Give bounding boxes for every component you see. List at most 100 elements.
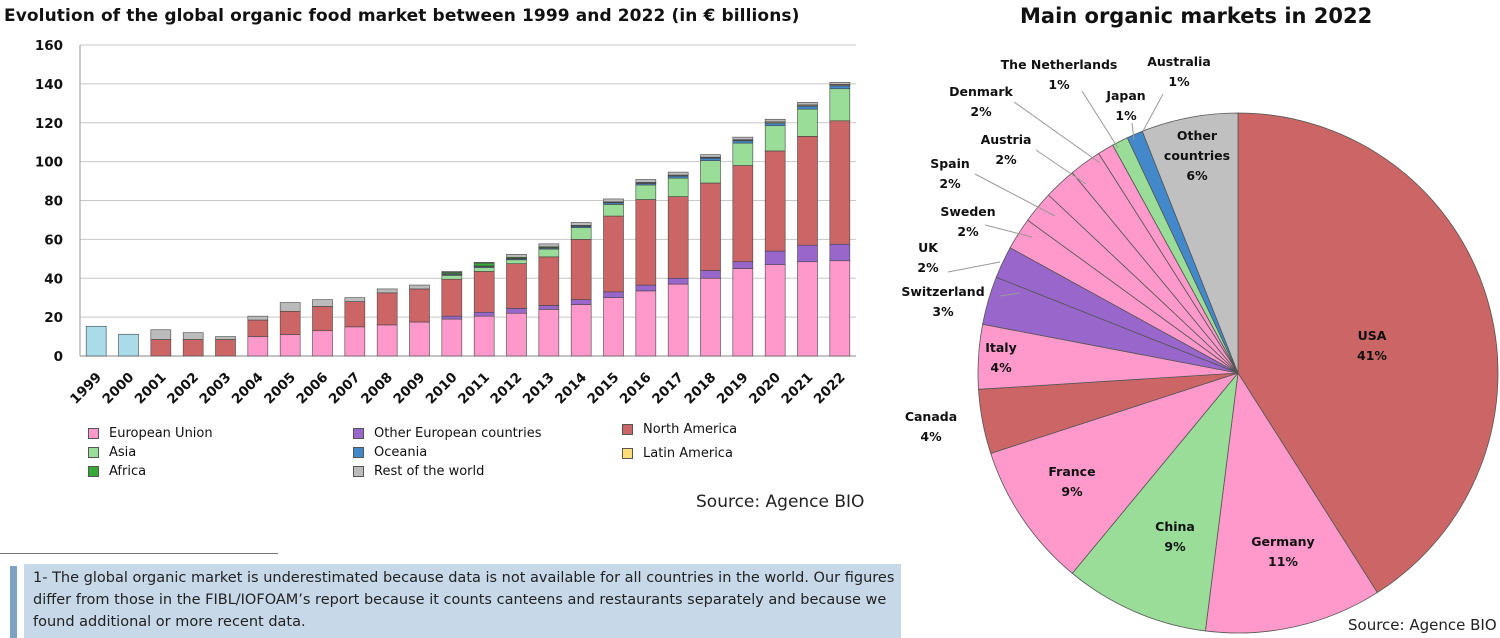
legend-swatch xyxy=(622,424,633,435)
bar-segment-rest-of-the-world-2007 xyxy=(344,297,366,302)
legend-item-asia: Asia xyxy=(88,445,136,460)
bar-segment-rest-of-the-world-2003 xyxy=(215,336,236,340)
stacked-bar-chart: 0204060801001201401601999200020012002200… xyxy=(35,38,856,407)
bar-segment-rest-of-the-world-2016 xyxy=(635,179,657,183)
pie-label-name: Germany xyxy=(1251,534,1314,549)
pie-label-percent: 11% xyxy=(1268,554,1298,569)
y-tick-label: 120 xyxy=(35,116,63,132)
bar-segment-rest-of-the-world-2011 xyxy=(473,262,495,264)
leader-line xyxy=(1142,93,1164,132)
pie-label-percent: 1% xyxy=(1048,77,1070,92)
legend-swatch xyxy=(622,448,633,459)
bar-chart-title: Evolution of the global organic food mar… xyxy=(4,6,800,26)
bar-segment-rest-of-the-world-2017 xyxy=(667,171,689,176)
legend-label: Other European countries xyxy=(374,426,542,441)
legend-item-european-union: European Union xyxy=(88,426,213,441)
legend-label: European Union xyxy=(109,426,213,441)
y-tick-label: 40 xyxy=(44,271,63,287)
legend-label: Africa xyxy=(109,464,147,479)
legend-swatch xyxy=(88,447,99,458)
legend-item-other-european-countries: Other European countries xyxy=(353,426,542,441)
pie-label-name: Australia xyxy=(1147,54,1211,69)
legend-label: North America xyxy=(643,422,738,437)
legend-swatch xyxy=(88,466,99,477)
pie-label-percent: 6% xyxy=(1186,168,1208,183)
bar-segment-rest-of-the-world-2012 xyxy=(506,254,527,258)
leader-line xyxy=(1035,149,1087,185)
bar-segment-rest-of-the-world-2013 xyxy=(538,243,560,248)
bar-segment-rest-of-the-world-2006 xyxy=(312,299,333,307)
pie-slice-china xyxy=(1071,371,1239,632)
pie-label-name: China xyxy=(1155,519,1195,534)
legend-swatch xyxy=(353,466,364,477)
bar-chart-legend: European Union Other European countries … xyxy=(88,422,808,484)
legend-swatch xyxy=(88,428,99,439)
bar-segment-rest-of-the-world-1999 xyxy=(85,325,107,357)
leader-line xyxy=(999,292,1021,297)
y-tick-label: 80 xyxy=(44,194,63,210)
y-tick-label: 60 xyxy=(44,232,63,248)
footnote-divider xyxy=(0,553,278,554)
legend-swatch xyxy=(353,428,364,439)
bar-segment-rest-of-the-world-2001 xyxy=(150,329,172,340)
leader-line xyxy=(1081,90,1119,149)
legend-item-oceania: Oceania xyxy=(353,445,427,460)
bar-segment-rest-of-the-world-2008 xyxy=(376,288,398,294)
bar-segment-rest-of-the-world-2010 xyxy=(441,271,463,273)
bar-segment-rest-of-the-world-2022 xyxy=(829,82,851,85)
bar-segment-rest-of-the-world-2002 xyxy=(182,332,204,340)
legend-label: Oceania xyxy=(374,445,428,460)
bar-segment-rest-of-the-world-2015 xyxy=(603,198,624,203)
legend-label: Latin America xyxy=(643,446,733,461)
pie-label-percent: 9% xyxy=(1164,539,1186,554)
pie-label-name: Austria xyxy=(981,132,1032,147)
bar-segment-rest-of-the-world-2019 xyxy=(732,136,754,140)
y-tick-label: 0 xyxy=(54,349,63,365)
pie-label-percent: 2% xyxy=(939,176,961,191)
pie-label-percent: 2% xyxy=(917,260,939,275)
footnote-accent-bar xyxy=(10,566,17,638)
pie-label-name: USA xyxy=(1358,328,1387,343)
pie-label-percent: 1% xyxy=(1168,74,1190,89)
pie-label-name: Italy xyxy=(985,340,1017,355)
pie-label-name: Switzerland xyxy=(901,284,984,299)
pie-label-percent: 41% xyxy=(1357,348,1387,363)
bar-segment-rest-of-the-world-2000 xyxy=(118,333,139,357)
y-tick-label: 100 xyxy=(35,155,63,171)
footnote-text: 1- The global organic market is underest… xyxy=(24,564,901,638)
pie-label-name: countries xyxy=(1164,148,1230,163)
legend-item-africa: Africa xyxy=(88,464,146,479)
pie-chart-title: Main organic markets in 2022 xyxy=(1020,4,1373,28)
y-tick-label: 140 xyxy=(35,77,63,93)
pie-label-name: UK xyxy=(918,240,939,255)
legend-item-latin-america: Latin America xyxy=(622,446,733,461)
pie-label-percent: 2% xyxy=(995,152,1017,167)
pie-label-name: Spain xyxy=(930,156,970,171)
pie-label-name: Canada xyxy=(905,409,957,424)
pie-label-name: Sweden xyxy=(940,204,995,219)
pie-slice-france xyxy=(990,372,1240,574)
pie-label-percent: 1% xyxy=(1115,108,1137,123)
leader-line xyxy=(1131,122,1135,141)
pie-label-name: France xyxy=(1048,464,1095,479)
pie-slice-other-countries xyxy=(1141,112,1239,374)
legend-label: Asia xyxy=(109,445,137,460)
pie-label-name: Other xyxy=(1177,128,1218,143)
leader-line xyxy=(974,173,1056,217)
legend-swatch xyxy=(353,447,364,458)
pie-label-percent: 2% xyxy=(970,104,992,119)
legend-label: Rest of the world xyxy=(374,464,485,479)
leader-line xyxy=(947,261,1001,273)
bar-segment-rest-of-the-world-2018 xyxy=(700,154,721,158)
pie-label-percent: 4% xyxy=(920,429,942,444)
leader-line xyxy=(1013,101,1101,164)
bar-segment-rest-of-the-world-2005 xyxy=(279,302,301,312)
bar-segment-rest-of-the-world-2014 xyxy=(570,222,592,226)
legend-item-north-america: North America xyxy=(622,422,737,437)
bar-chart-source: Source: Agence BIO xyxy=(696,492,865,512)
bar-segment-rest-of-the-world-2004 xyxy=(247,315,269,321)
pie-slice-germany xyxy=(1204,371,1378,634)
pie-slice-usa xyxy=(1237,112,1499,594)
pie-chart-source: Source: Agence BIO xyxy=(1348,616,1497,634)
pie-label-name: Japan xyxy=(1105,88,1145,103)
